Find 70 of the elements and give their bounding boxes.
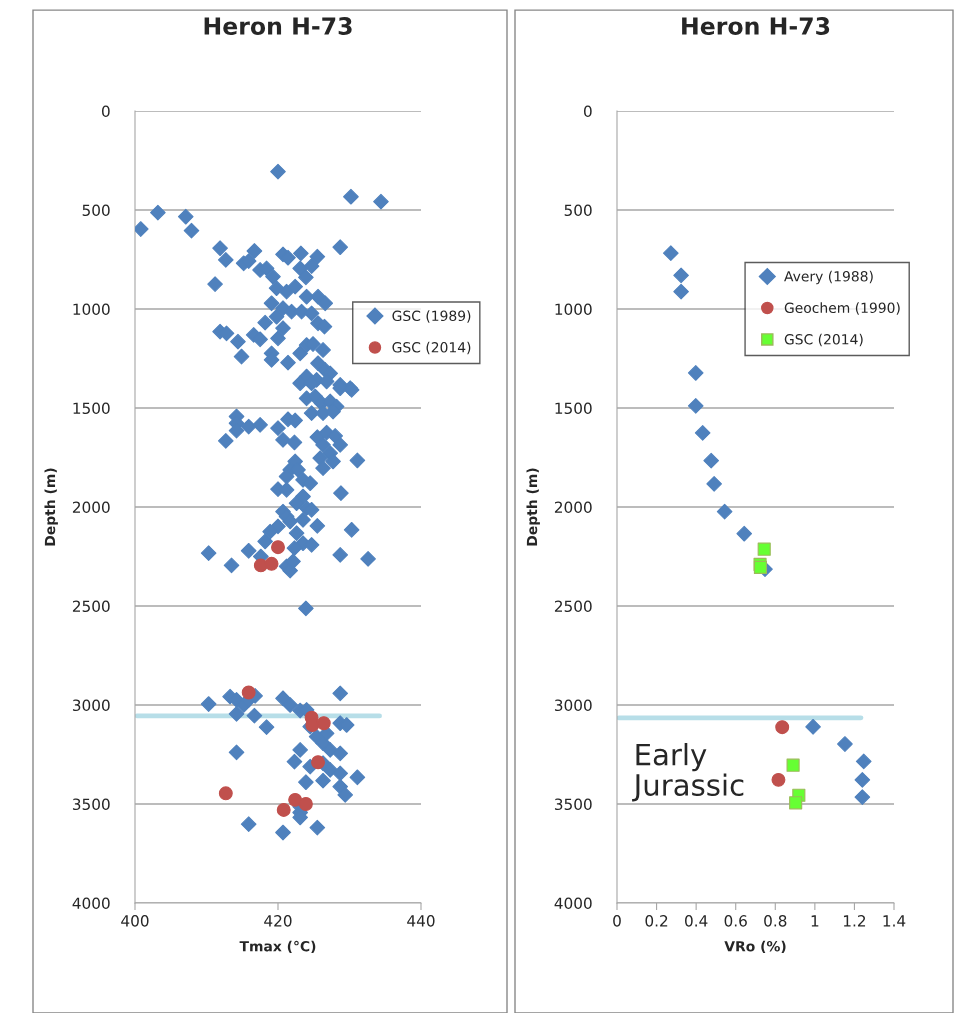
x-tick-label: 1.4 bbox=[883, 915, 906, 927]
y-tick-label: 3000 bbox=[554, 699, 592, 712]
chart-title: Heron H-73 bbox=[682, 17, 830, 35]
legend-label: Avery (1988) bbox=[784, 270, 873, 285]
point bbox=[786, 758, 800, 772]
y-tick-label: 0 bbox=[583, 105, 592, 118]
y-tick-label: 2000 bbox=[554, 501, 592, 514]
point bbox=[837, 736, 853, 752]
y-tick-label: 4000 bbox=[72, 897, 110, 910]
y-tick-label: 4000 bbox=[554, 897, 592, 910]
y-tick-label: 3500 bbox=[554, 798, 592, 811]
y-axis-title: Depth (m) bbox=[526, 468, 540, 546]
point bbox=[854, 789, 871, 805]
y-tick-label: 2500 bbox=[72, 600, 110, 613]
legend-label: GSC (2014) bbox=[784, 333, 863, 347]
point bbox=[703, 452, 720, 469]
x-tick-label: 420 bbox=[264, 915, 292, 927]
x-tick-label: 0.2 bbox=[645, 915, 668, 927]
point bbox=[706, 475, 722, 492]
point bbox=[789, 796, 803, 810]
point bbox=[264, 556, 279, 571]
y-tick-label: 1000 bbox=[555, 303, 592, 316]
point bbox=[687, 397, 704, 414]
point bbox=[271, 540, 285, 555]
y-tick-label: 0 bbox=[101, 105, 110, 118]
x-tick-label: 0 bbox=[613, 915, 621, 927]
point bbox=[757, 542, 771, 556]
x-tick-label: 0.4 bbox=[685, 915, 708, 927]
x-axis-title: VRo (%) bbox=[724, 940, 786, 954]
point bbox=[854, 772, 871, 788]
point bbox=[855, 753, 872, 770]
point bbox=[276, 802, 291, 817]
point bbox=[662, 245, 679, 262]
legend-label: GSC (2014) bbox=[392, 341, 471, 355]
chart-title: Heron H-73 bbox=[204, 17, 352, 35]
point bbox=[775, 720, 790, 735]
y-tick-label: 1500 bbox=[73, 402, 110, 415]
point bbox=[736, 525, 753, 542]
point bbox=[316, 716, 331, 731]
point bbox=[805, 718, 821, 735]
y-tick-label: 2000 bbox=[72, 501, 110, 514]
point bbox=[288, 792, 303, 807]
point bbox=[771, 772, 786, 787]
point bbox=[311, 755, 325, 770]
y-tick-label: 3500 bbox=[72, 798, 110, 811]
point bbox=[694, 425, 711, 441]
x-tick-label: 0.6 bbox=[724, 915, 747, 927]
y-tick-label: 1000 bbox=[73, 303, 110, 316]
point bbox=[687, 365, 704, 381]
point bbox=[298, 797, 313, 811]
point bbox=[673, 283, 689, 300]
point bbox=[716, 503, 733, 520]
x-tick-label: 1.2 bbox=[843, 915, 866, 927]
annotation: Early Jurassic bbox=[632, 742, 744, 802]
x-tick-label: 1 bbox=[811, 915, 819, 927]
legend-label: GSC (1989) bbox=[392, 310, 471, 323]
y-axis-title: Depth (m) bbox=[44, 468, 58, 546]
point bbox=[241, 685, 256, 700]
y-tick-label: 500 bbox=[82, 204, 110, 217]
x-tick-label: 0.8 bbox=[764, 915, 787, 927]
point bbox=[218, 786, 233, 801]
y-tick-label: 3000 bbox=[72, 699, 110, 712]
y-tick-label: 500 bbox=[564, 204, 592, 217]
x-tick-label: 440 bbox=[407, 915, 435, 927]
legend-label: Geochem (1990) bbox=[784, 302, 900, 315]
y-tick-label: 2500 bbox=[554, 600, 592, 613]
x-axis-title: Tmax (°C) bbox=[239, 940, 316, 954]
y-tick-label: 1500 bbox=[555, 402, 592, 415]
x-tick-label: 400 bbox=[121, 915, 149, 927]
point bbox=[673, 267, 689, 284]
